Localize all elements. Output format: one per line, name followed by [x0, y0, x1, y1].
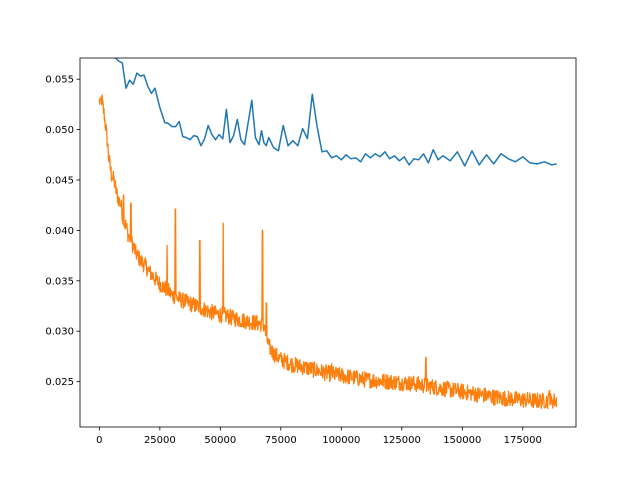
x-tick-label: 25000 [144, 435, 176, 446]
y-tick-label: 0.030 [45, 327, 74, 338]
series-line-0 [114, 58, 557, 167]
x-tick-label: 125000 [383, 435, 421, 446]
series-line-1 [98, 94, 558, 410]
x-tick-label: 100000 [322, 435, 360, 446]
y-tick-label: 0.025 [45, 377, 74, 388]
x-tick-label: 75000 [265, 435, 297, 446]
series-layer [98, 58, 558, 410]
x-tick-label: 0 [96, 435, 102, 446]
y-tick-label: 0.035 [45, 276, 74, 287]
y-tick-label: 0.045 [45, 175, 74, 186]
x-axis: 0 25000 50000 75000 100000 125000 150000 175000 [96, 427, 542, 446]
y-axis: 0.025 0.030 0.035 0.040 0.045 0.050 0.055 [45, 75, 80, 388]
x-tick-label: 150000 [443, 435, 481, 446]
y-tick-label: 0.055 [45, 75, 74, 86]
x-tick-label: 175000 [504, 435, 542, 446]
x-tick-label: 50000 [204, 435, 236, 446]
y-tick-label: 0.040 [45, 226, 74, 237]
plot-frame [79, 57, 577, 428]
y-tick-label: 0.050 [45, 125, 74, 136]
